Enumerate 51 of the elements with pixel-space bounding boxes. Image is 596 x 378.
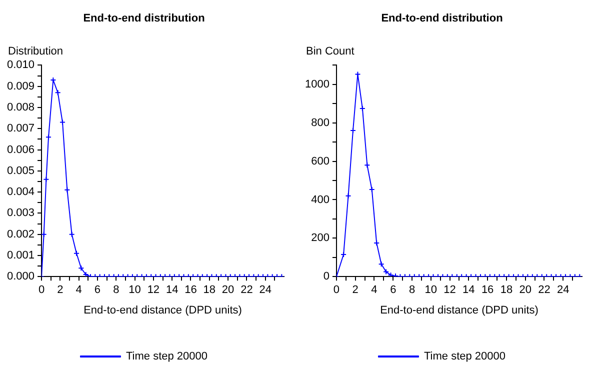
y-tick-label: 1000 bbox=[304, 78, 330, 90]
y-tick-label: 600 bbox=[311, 155, 330, 168]
x-tick-label: 24 bbox=[259, 284, 272, 296]
x-tick-label: 0 bbox=[333, 284, 340, 296]
x-tick-label: 6 bbox=[94, 284, 101, 296]
x-tick-label: 12 bbox=[444, 284, 456, 296]
y-tick-label: 0.003 bbox=[6, 207, 35, 220]
y-tick-label: 0.010 bbox=[6, 59, 35, 72]
y-tick-label: 0.000 bbox=[6, 270, 35, 283]
x-tick-label: 18 bbox=[203, 284, 216, 296]
x-tick-label: 14 bbox=[462, 284, 475, 296]
x-axis-title: End-to-end distance (DPD units) bbox=[84, 304, 242, 316]
x-tick-label: 8 bbox=[408, 284, 416, 296]
y-tick-label: 0.001 bbox=[6, 249, 35, 262]
x-tick-label: 14 bbox=[166, 284, 178, 296]
legend-label: Time step 20000 bbox=[424, 350, 506, 363]
x-tick-label: 4 bbox=[371, 284, 378, 296]
y-tick-label: 0.009 bbox=[6, 80, 35, 92]
x-tick-label: 10 bbox=[424, 284, 438, 296]
y-tick-label: 200 bbox=[311, 232, 330, 244]
x-tick-label: 8 bbox=[113, 284, 120, 296]
x-tick-label: 22 bbox=[538, 284, 550, 296]
y-tick-label: 0 bbox=[323, 270, 330, 283]
y-tick-label: 0.008 bbox=[6, 102, 35, 114]
y-axis-title: Distribution bbox=[8, 46, 64, 58]
legend-label: Time step 20000 bbox=[126, 350, 208, 363]
x-tick-label: 2 bbox=[352, 284, 358, 296]
y-tick-label: 0.004 bbox=[6, 186, 35, 198]
y-tick-label: 400 bbox=[311, 194, 330, 206]
x-tick-label: 12 bbox=[147, 284, 160, 296]
x-tick-label: 2 bbox=[57, 284, 64, 296]
y-tick-label: 0.006 bbox=[6, 144, 35, 156]
x-tick-label: 4 bbox=[76, 284, 82, 296]
x-tick-label: 24 bbox=[556, 284, 570, 296]
x-axis-title: End-to-end distance (DPD units) bbox=[380, 304, 538, 316]
chart-title: End-to-end distribution bbox=[83, 12, 206, 25]
x-tick-label: 16 bbox=[184, 284, 197, 296]
x-tick-label: 20 bbox=[519, 284, 532, 296]
y-tick-label: 800 bbox=[311, 116, 330, 129]
y-tick-label: 0.007 bbox=[6, 122, 35, 135]
x-tick-label: 10 bbox=[128, 284, 141, 296]
x-tick-label: 6 bbox=[390, 284, 396, 296]
x-tick-label: 0 bbox=[38, 284, 45, 296]
x-tick-label: 20 bbox=[222, 284, 234, 296]
y-tick-label: 0.002 bbox=[6, 228, 35, 240]
y-tick-label: 0.005 bbox=[6, 164, 35, 177]
x-tick-label: 16 bbox=[481, 284, 494, 296]
x-tick-label: 18 bbox=[500, 284, 513, 296]
y-axis-title: Bin Count bbox=[306, 46, 354, 58]
chart-title: End-to-end distribution bbox=[381, 12, 504, 25]
x-tick-label: 22 bbox=[240, 284, 253, 296]
